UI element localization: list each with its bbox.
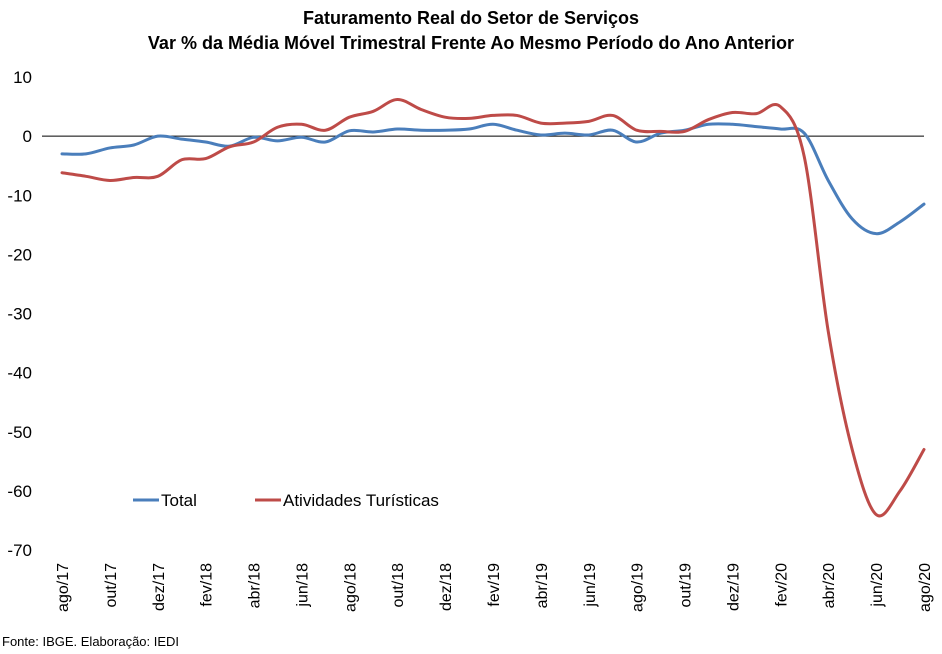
y-tick-label: 0 [23, 127, 32, 146]
chart-title: Faturamento Real do Setor de Serviços [302, 8, 640, 28]
series-line-total [60, 122, 926, 236]
legend-label: Total [161, 491, 197, 510]
x-tick-label: ago/18 [342, 563, 359, 612]
chart-subtitle: Var % da Média Móvel Trimestral Frente A… [147, 33, 795, 53]
y-tick-label: -20 [7, 245, 32, 264]
x-tick-label: abr/20 [821, 563, 838, 608]
y-tick-label: -50 [7, 423, 32, 442]
y-tick-label: 10 [13, 68, 32, 87]
chart-title-block: Faturamento Real do Setor de Serviços Va… [0, 6, 942, 56]
x-tick-label: dez/17 [151, 563, 168, 611]
x-tick-label: fev/20 [773, 563, 790, 607]
x-tick-label: abr/18 [247, 563, 264, 608]
x-tick-label: jun/19 [582, 563, 599, 608]
series-lines [60, 97, 926, 518]
y-axis-tick-labels: 10 0 -10 -20 -30 -40 -50 -60 -70 [7, 68, 32, 560]
x-tick-label: ago/20 [917, 563, 934, 612]
x-tick-label: fev/18 [199, 563, 216, 607]
y-tick-label: -60 [7, 482, 32, 501]
y-tick-label: -10 [7, 186, 32, 205]
y-tick-label: -40 [7, 364, 32, 383]
x-tick-label: ago/17 [55, 563, 72, 612]
series-line-atividades-turisticas [60, 97, 926, 518]
x-tick-label: out/19 [678, 563, 695, 608]
x-tick-label: out/17 [103, 563, 120, 608]
x-tick-label: dez/19 [725, 563, 742, 611]
x-tick-label: jun/18 [294, 563, 311, 608]
x-tick-label: out/18 [390, 563, 407, 608]
x-tick-label: abr/19 [534, 563, 551, 608]
y-tick-label: -30 [7, 305, 32, 324]
x-tick-label: jun/20 [869, 563, 886, 608]
x-tick-label: fev/19 [486, 563, 503, 607]
x-axis-tick-labels: ago/17 out/17 dez/17 fev/18 abr/18 jun/18 ago/… [55, 563, 934, 612]
source-note: Fonte: IBGE. Elaboração: IEDI [2, 634, 180, 649]
legend-label: Atividades Turísticas [283, 491, 439, 510]
legend: Total Atividades Turísticas [133, 491, 439, 510]
y-tick-label: -70 [7, 541, 32, 560]
x-tick-label: dez/18 [438, 563, 455, 611]
x-tick-label: ago/19 [630, 563, 647, 612]
